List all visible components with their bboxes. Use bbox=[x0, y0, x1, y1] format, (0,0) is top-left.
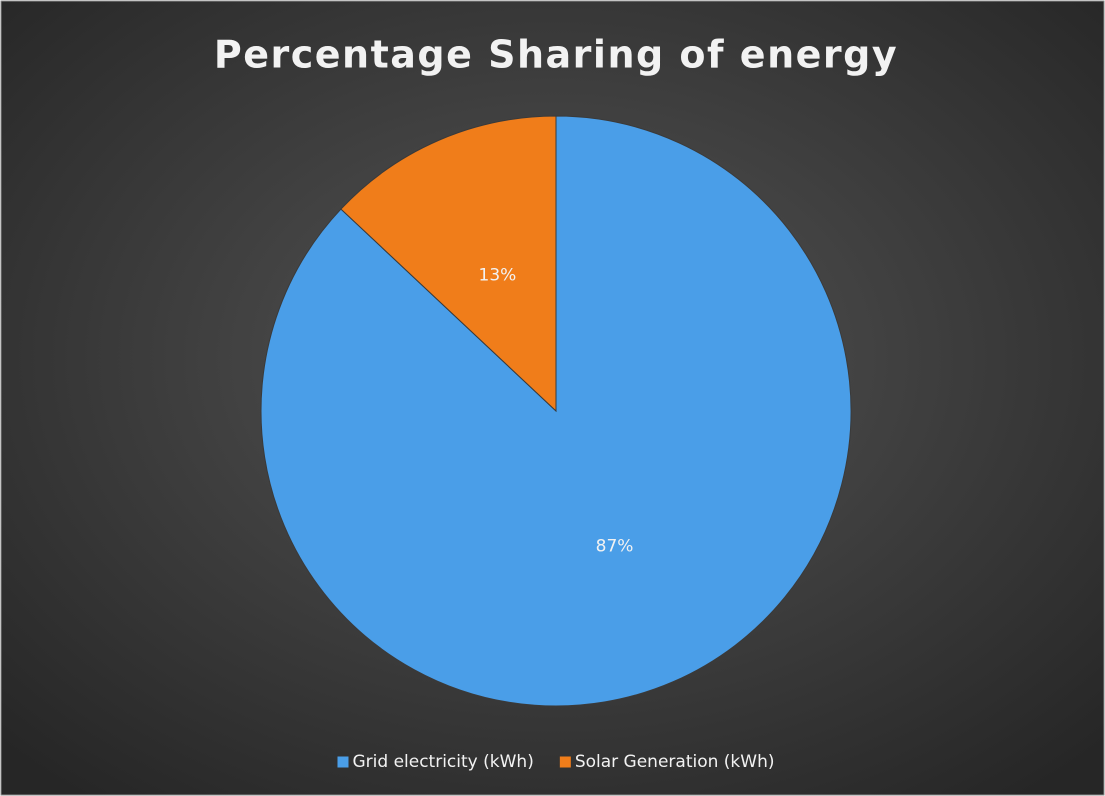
legend-marker bbox=[337, 756, 349, 768]
legend-marker bbox=[559, 756, 571, 768]
chart-title: Percentage Sharing of energy bbox=[214, 33, 898, 77]
data-label: 13% bbox=[479, 266, 517, 286]
data-label: 87% bbox=[596, 536, 634, 556]
legend-label: Grid electricity (kWh) bbox=[352, 752, 533, 772]
pie-slice bbox=[340, 115, 557, 413]
legend-label: Solar Generation (kWh) bbox=[575, 752, 775, 772]
